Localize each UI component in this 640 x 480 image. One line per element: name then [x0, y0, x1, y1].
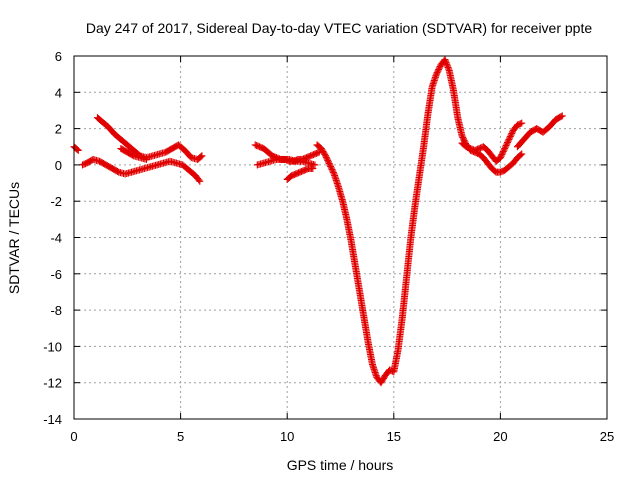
data-point [326, 161, 334, 169]
data-point-fill [73, 145, 81, 153]
data-point [558, 112, 566, 120]
y-tick-label: 4 [55, 85, 62, 100]
data-point [432, 70, 440, 78]
data-point-fill [444, 63, 452, 71]
data-point-fill [434, 67, 442, 75]
data-points [70, 56, 566, 387]
data-point-fill [508, 129, 516, 137]
data-point [74, 146, 82, 154]
data-point-fill [497, 152, 505, 160]
data-point-fill [506, 134, 514, 142]
data-point-fill [435, 64, 443, 72]
data-point-fill [323, 155, 331, 163]
y-tick-label: -8 [50, 303, 62, 318]
axis-ticks [73, 55, 608, 420]
data-point [142, 155, 150, 163]
y-axis-label: SDTVAR / TECUs [6, 182, 22, 294]
data-point-fill [328, 165, 336, 173]
data-point [518, 150, 526, 158]
y-tick-label: 0 [55, 158, 62, 173]
data-point-fill [499, 149, 507, 157]
y-tick-label: 6 [55, 49, 62, 64]
data-point-fill [503, 140, 511, 148]
x-tick-labels: 0 5 10 15 20 25 [70, 429, 614, 444]
y-tick-label: -12 [43, 376, 62, 391]
data-point-fill [459, 133, 467, 141]
data-point-fill [435, 66, 443, 74]
data-point [311, 161, 319, 169]
data-point-fill [443, 60, 451, 68]
data-point-fill [329, 167, 337, 175]
x-tick-label: 15 [387, 429, 401, 444]
x-tick-label: 5 [177, 429, 184, 444]
x-tick-label: 20 [493, 429, 507, 444]
data-point [441, 56, 449, 64]
x-axis-label: GPS time / hours [287, 457, 394, 473]
data-point-fill [197, 153, 205, 161]
data-point-fill [325, 159, 333, 167]
data-point [309, 165, 317, 173]
data-point-fill [504, 139, 512, 147]
grid-lines [74, 56, 607, 419]
chart-title: Day 247 of 2017, Sidereal Day-to-day VTE… [86, 20, 593, 36]
y-tick-labels: -14 -12 -10 -8 -6 -4 -2 0 2 4 6 [43, 49, 62, 427]
y-tick-label: -2 [50, 194, 62, 209]
data-point-fill [499, 148, 507, 156]
data-point-fill [445, 65, 453, 73]
data-point [322, 152, 330, 160]
data-point-fill [443, 62, 451, 70]
x-tick-label: 25 [600, 429, 614, 444]
data-point-fill [504, 137, 512, 145]
data-point-fill [517, 151, 525, 159]
data-point-fill [442, 57, 450, 65]
data-point-fill [322, 153, 330, 161]
data-point-fill [321, 150, 329, 158]
data-point-fill [327, 162, 335, 170]
data-point-fill [506, 132, 514, 140]
data-point [198, 152, 206, 160]
y-tick-label: -4 [50, 231, 62, 246]
data-point [501, 145, 509, 153]
data-point-fill [314, 149, 322, 157]
data-point-fill [324, 156, 332, 164]
data-point [505, 135, 513, 143]
y-tick-label: -6 [50, 267, 62, 282]
y-tick-label: 2 [55, 122, 62, 137]
data-point-fill [498, 151, 506, 159]
data-point-fill [433, 69, 441, 77]
y-tick-label: -14 [43, 412, 62, 427]
data-point-fill [442, 59, 450, 67]
data-point-fill [516, 120, 524, 128]
data-point-fill [324, 158, 332, 166]
data-point-fill [195, 176, 203, 184]
data-point [496, 154, 504, 162]
data-point-fill [502, 142, 510, 150]
x-tick-label: 10 [280, 429, 294, 444]
data-point-fill [500, 146, 508, 154]
data-point-fill [557, 113, 565, 121]
data-point-fill [329, 168, 337, 176]
data-point [518, 119, 526, 127]
data-point-fill [327, 164, 335, 172]
data-point [458, 132, 466, 140]
data-point [196, 177, 204, 185]
x-tick-label: 0 [70, 429, 77, 444]
data-point-fill [507, 131, 515, 139]
data-point-fill [501, 143, 509, 151]
y-tick-label: -10 [43, 339, 62, 354]
